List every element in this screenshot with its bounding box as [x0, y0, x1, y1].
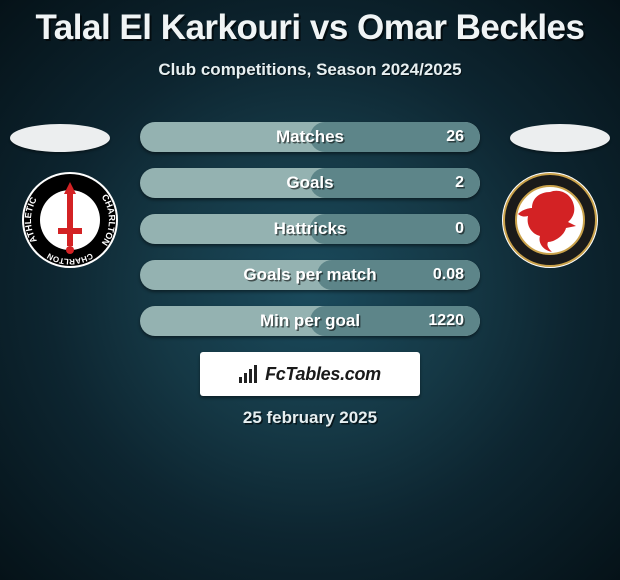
stat-value: 0.08 — [433, 260, 464, 290]
stat-row-matches: Matches 26 — [140, 122, 480, 152]
player-photo-placeholder-left — [10, 124, 110, 152]
stat-label: Matches — [140, 122, 480, 152]
club-badge-left: CHARLTON CHARLTON ATHLETIC — [20, 170, 120, 270]
watermark-text: FcTables.com — [265, 364, 381, 385]
stat-row-hattricks: Hattricks 0 — [140, 214, 480, 244]
stat-row-goals: Goals 2 — [140, 168, 480, 198]
comparison-title: Talal El Karkouri vs Omar Beckles — [0, 0, 620, 48]
club-badge-right — [500, 170, 600, 270]
stat-label: Goals per match — [140, 260, 480, 290]
stat-label: Goals — [140, 168, 480, 198]
bar-chart-icon — [239, 365, 261, 383]
stat-row-goals-per-match: Goals per match 0.08 — [140, 260, 480, 290]
player-photo-placeholder-right — [510, 124, 610, 152]
stat-value: 26 — [446, 122, 464, 152]
stat-value: 0 — [455, 214, 464, 244]
stat-value: 2 — [455, 168, 464, 198]
stat-label: Hattricks — [140, 214, 480, 244]
comparison-subtitle: Club competitions, Season 2024/2025 — [0, 60, 620, 80]
watermark-plate: FcTables.com — [200, 352, 420, 396]
stats-container: Matches 26 Goals 2 Hattricks 0 Goals per… — [140, 122, 480, 352]
stat-row-min-per-goal: Min per goal 1220 — [140, 306, 480, 336]
stat-value: 1220 — [428, 306, 464, 336]
generated-date: 25 february 2025 — [0, 408, 620, 428]
